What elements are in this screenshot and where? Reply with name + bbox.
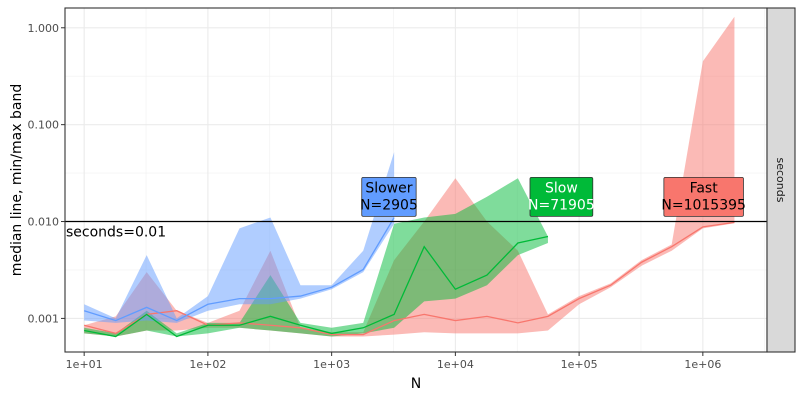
label-box-fast (663, 176, 744, 217)
facet-strip (766, 7, 796, 353)
y-tick-label: 0.100 (28, 119, 60, 132)
hline-label: seconds=0.01 (66, 225, 166, 241)
median-line-fast (84, 221, 735, 336)
x-tick-label: 1e+01 (66, 358, 103, 371)
label-text-slow: N=71905 (528, 197, 595, 213)
label-text-fast: Fast (690, 180, 719, 196)
y-tick-label: 0.001 (28, 312, 60, 325)
label-text-slow: Slow (545, 180, 578, 196)
y-axis: 0.001 0.010 0.100 1.000 (28, 22, 65, 325)
band-slower (84, 152, 395, 323)
x-tick-label: 1e+05 (561, 358, 598, 371)
label-text-slower: Slower (365, 180, 412, 196)
x-tick-label: 1e+03 (313, 358, 350, 371)
median-line-slow (84, 235, 549, 338)
label-text-fast: N=1015395 (661, 197, 746, 213)
y-tick-label: 0.010 (28, 216, 60, 229)
facet-strip-label: seconds (774, 158, 787, 203)
label-text-slower: N=2905 (360, 197, 418, 213)
label-box-slow (529, 176, 594, 217)
y-tick-label: 1.000 (28, 22, 60, 35)
y-axis-title: median line, min/max band (9, 84, 25, 276)
x-axis-title: N (411, 376, 421, 392)
reference-line: seconds=0.01 (65, 220, 767, 241)
band-slow (84, 178, 548, 337)
x-tick-label: 1e+06 (684, 358, 721, 371)
x-tick-label: 1e+04 (437, 358, 474, 371)
median-lines (83, 217, 735, 338)
bands (84, 16, 735, 337)
x-axis: 1e+01 1e+02 1e+03 1e+04 1e+05 1e+06 (66, 352, 721, 371)
label-box-slower (361, 176, 417, 217)
x-tick-label: 1e+02 (189, 358, 226, 371)
median-line-slower (83, 217, 395, 322)
